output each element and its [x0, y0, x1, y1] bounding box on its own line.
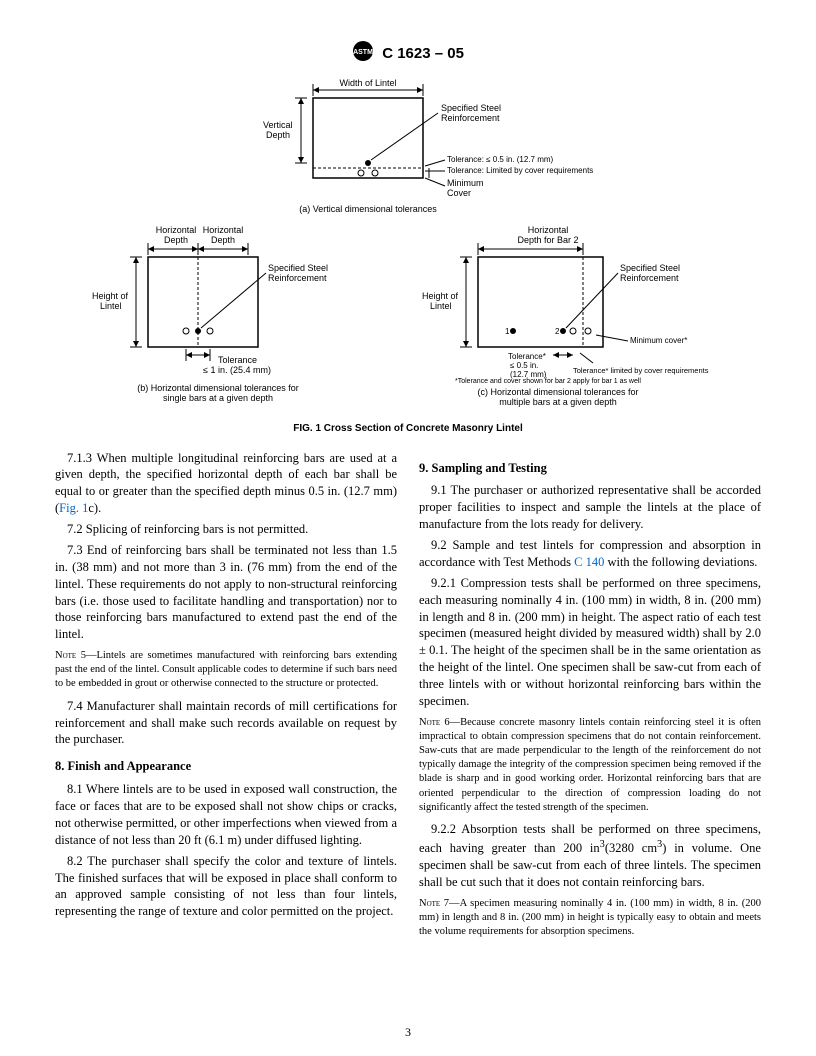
- svg-text:Tolerance* limited by cover re: Tolerance* limited by cover requirements: [573, 366, 709, 375]
- svg-text:Minimum: Minimum: [447, 178, 484, 188]
- svg-text:Specified Steel: Specified Steel: [620, 263, 680, 273]
- svg-text:multiple bars at a given depth: multiple bars at a given depth: [499, 397, 617, 407]
- svg-text:Horizontal: Horizontal: [203, 225, 244, 235]
- section-9: 9. Sampling and Testing: [419, 460, 761, 477]
- para-8-1: 8.1 Where lintels are to be used in expo…: [55, 781, 397, 849]
- svg-text:Lintel: Lintel: [100, 301, 122, 311]
- para-7-1-3: 7.1.3 When multiple longitudinal reinfor…: [55, 450, 397, 518]
- svg-text:Reinforcement: Reinforcement: [268, 273, 327, 283]
- designation-text: C 1623 – 05: [382, 45, 464, 62]
- note-6: Note 6—Because concrete masonry lintels …: [419, 716, 761, 815]
- right-column: 9. Sampling and Testing 9.1 The purchase…: [419, 450, 761, 946]
- para-9-2: 9.2 Sample and test lintels for compress…: [419, 537, 761, 571]
- svg-text:Minimum cover*: Minimum cover*: [630, 336, 687, 345]
- svg-text:*Tolerance and cover shown for: *Tolerance and cover shown for bar 2 app…: [455, 378, 641, 385]
- astm-logo: ASTM: [352, 40, 374, 68]
- svg-text:single bars at a given depth: single bars at a given depth: [163, 393, 273, 403]
- svg-text:Depth: Depth: [211, 235, 235, 245]
- para-8-2: 8.2 The purchaser shall specify the colo…: [55, 853, 397, 921]
- document-header: ASTM C 1623 – 05: [55, 40, 761, 68]
- figure-1a: Width of Lintel Vertical Depth Specified…: [193, 78, 623, 218]
- svg-text:≤ 0.5 in.: ≤ 0.5 in.: [510, 361, 538, 370]
- svg-text:(c) Horizontal dimensional tol: (c) Horizontal dimensional tolerances fo…: [477, 387, 638, 397]
- para-9-2-1: 9.2.1 Compression tests shall be perform…: [419, 575, 761, 710]
- figure-1: Width of Lintel Vertical Depth Specified…: [55, 78, 761, 435]
- figure-caption: FIG. 1 Cross Section of Concrete Masonry…: [55, 422, 761, 436]
- svg-text:≤ 1 in. (25.4 mm): ≤ 1 in. (25.4 mm): [203, 365, 271, 375]
- svg-text:Depth: Depth: [266, 130, 290, 140]
- note-7: Note 7—A specimen measuring nominally 4 …: [419, 897, 761, 940]
- svg-text:Tolerance: ≤ 0.5 in. (12.7 mm): Tolerance: ≤ 0.5 in. (12.7 mm): [447, 155, 554, 164]
- fig1-link[interactable]: Fig. 1: [59, 501, 88, 515]
- svg-text:2: 2: [555, 327, 560, 336]
- note-5: Note 5—Lintels are sometimes manufacture…: [55, 649, 397, 692]
- svg-text:Depth for Bar 2: Depth for Bar 2: [517, 235, 578, 245]
- svg-text:(b) Horizontal dimensional tol: (b) Horizontal dimensional tolerances fo…: [137, 383, 299, 393]
- section-8: 8. Finish and Appearance: [55, 758, 397, 775]
- svg-text:Specified Steel: Specified Steel: [268, 263, 328, 273]
- label-width-lintel: Width of Lintel: [339, 78, 396, 88]
- svg-text:Tolerance: Tolerance: [218, 355, 257, 365]
- svg-text:Tolerance*: Tolerance*: [508, 352, 546, 361]
- svg-text:1: 1: [505, 327, 510, 336]
- svg-text:Specified Steel: Specified Steel: [441, 103, 501, 113]
- svg-text:Reinforcement: Reinforcement: [620, 273, 679, 283]
- svg-text:(a) Vertical dimensional toler: (a) Vertical dimensional tolerances: [299, 204, 437, 214]
- para-7-3: 7.3 End of reinforcing bars shall be ter…: [55, 542, 397, 643]
- para-9-2-2: 9.2.2 Absorption tests shall be performe…: [419, 821, 761, 891]
- svg-text:Depth: Depth: [164, 235, 188, 245]
- svg-text:Lintel: Lintel: [430, 301, 452, 311]
- svg-text:Tolerance: Limited by cover re: Tolerance: Limited by cover requirements: [447, 166, 593, 175]
- figure-1c: Horizontal Depth for Bar 2 Height of Lin…: [422, 225, 709, 407]
- svg-text:Height of: Height of: [422, 291, 459, 301]
- para-7-2: 7.2 Splicing of reinforcing bars is not …: [55, 521, 397, 538]
- figure-1bc: Horizontal Depth Horizontal Depth Height…: [88, 223, 728, 413]
- para-7-4: 7.4 Manufacturer shall maintain records …: [55, 698, 397, 749]
- left-column: 7.1.3 When multiple longitudinal reinfor…: [55, 450, 397, 946]
- c140-link[interactable]: C 140: [574, 555, 604, 569]
- svg-text:Reinforcement: Reinforcement: [441, 113, 500, 123]
- svg-text:Height of: Height of: [92, 291, 129, 301]
- para-9-1: 9.1 The purchaser or authorized represen…: [419, 482, 761, 533]
- svg-text:Vertical: Vertical: [263, 120, 293, 130]
- svg-text:Horizontal: Horizontal: [528, 225, 569, 235]
- page-number: 3: [0, 1024, 816, 1040]
- svg-text:Cover: Cover: [447, 188, 471, 198]
- body-columns: 7.1.3 When multiple longitudinal reinfor…: [55, 450, 761, 946]
- svg-text:ASTM: ASTM: [353, 49, 373, 56]
- figure-1b: Horizontal Depth Horizontal Depth Height…: [92, 225, 328, 403]
- svg-text:Horizontal: Horizontal: [156, 225, 197, 235]
